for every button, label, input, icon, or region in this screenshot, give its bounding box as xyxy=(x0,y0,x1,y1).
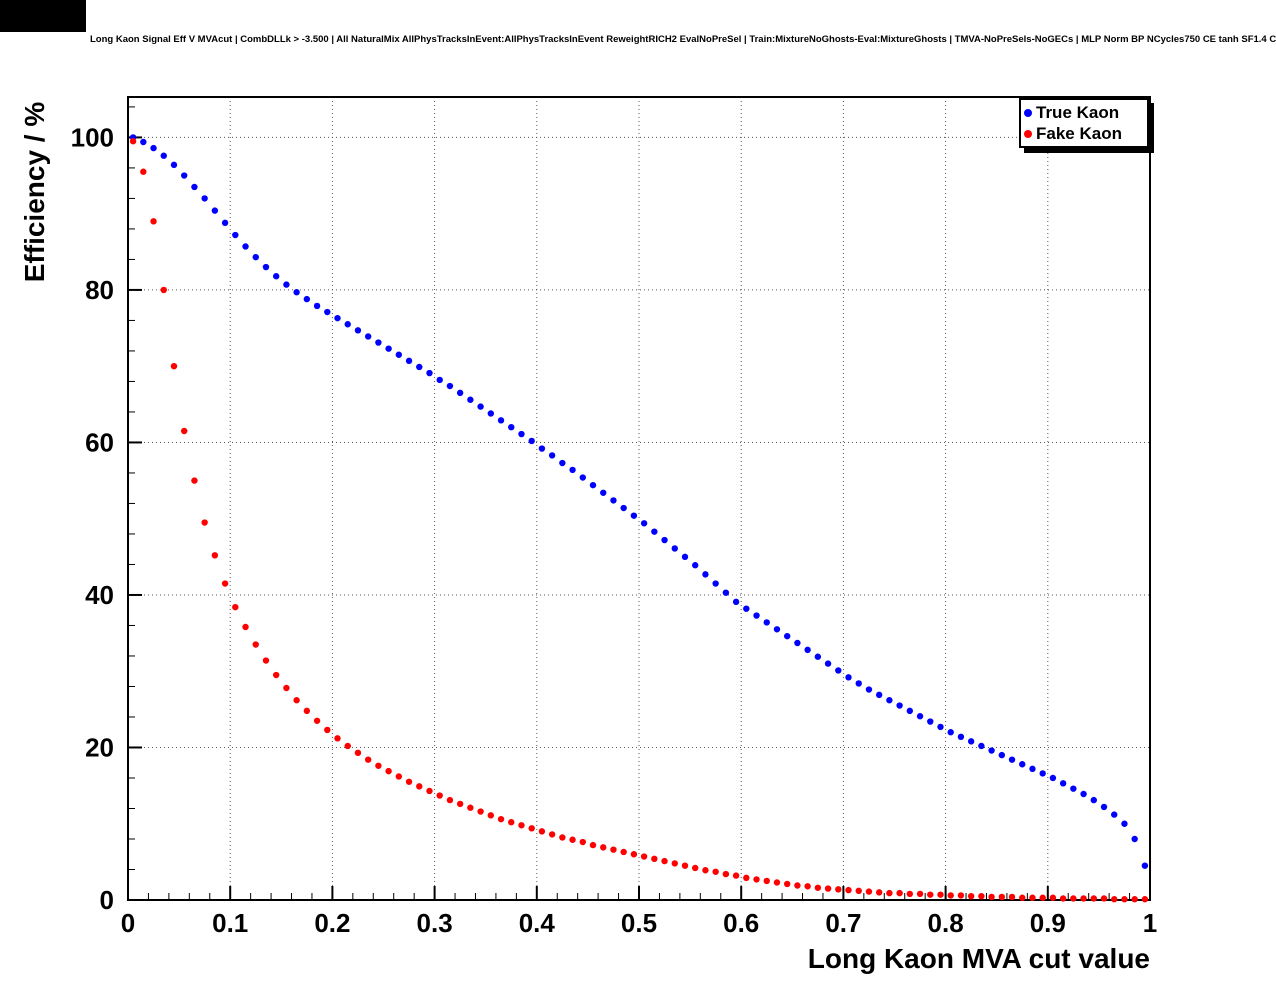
svg-text:40: 40 xyxy=(85,580,114,610)
svg-text:1: 1 xyxy=(1143,908,1157,938)
corner-black-box xyxy=(0,0,86,32)
svg-text:20: 20 xyxy=(85,732,114,762)
svg-text:0.3: 0.3 xyxy=(417,908,453,938)
y-axis-tick-labels: 0 20 40 60 80 100 xyxy=(71,122,114,915)
axis-minor-ticks xyxy=(128,106,1131,900)
legend: True Kaon Fake Kaon xyxy=(1019,98,1149,148)
legend-entry-true-kaon: True Kaon xyxy=(1024,104,1147,121)
fake-kaon-marker-icon xyxy=(1024,129,1032,138)
svg-text:0.7: 0.7 xyxy=(825,908,861,938)
svg-text:80: 80 xyxy=(85,275,114,305)
axis-ticks xyxy=(127,136,1151,901)
series-true-kaon xyxy=(129,134,1149,869)
plot-title: Long Kaon Signal Eff V MVAcut | CombDLLk… xyxy=(90,34,1276,45)
svg-text:0.2: 0.2 xyxy=(314,908,350,938)
gridlines xyxy=(128,97,1150,900)
legend-label-true-kaon: True Kaon xyxy=(1036,103,1120,122)
svg-text:0.4: 0.4 xyxy=(519,908,556,938)
series-fake-kaon xyxy=(129,138,1149,903)
true-kaon-marker-icon xyxy=(1024,108,1032,117)
x-axis-title: Long Kaon MVA cut value xyxy=(808,943,1150,974)
svg-text:60: 60 xyxy=(85,427,114,457)
legend-label-fake-kaon: Fake Kaon xyxy=(1036,124,1122,143)
svg-text:0.9: 0.9 xyxy=(1030,908,1066,938)
svg-text:0: 0 xyxy=(100,885,114,915)
svg-text:0: 0 xyxy=(121,908,135,938)
svg-text:0.1: 0.1 xyxy=(212,908,248,938)
y-axis-title: Efficiency / % xyxy=(19,102,50,283)
legend-entry-fake-kaon: Fake Kaon xyxy=(1024,125,1147,142)
svg-text:0.8: 0.8 xyxy=(928,908,964,938)
svg-text:0.6: 0.6 xyxy=(723,908,759,938)
x-axis-tick-labels: 0 0.1 0.2 0.3 0.4 0.5 0.6 0.7 0.8 0.9 1 xyxy=(121,908,1157,938)
svg-text:0.5: 0.5 xyxy=(621,908,657,938)
svg-text:100: 100 xyxy=(71,122,114,152)
